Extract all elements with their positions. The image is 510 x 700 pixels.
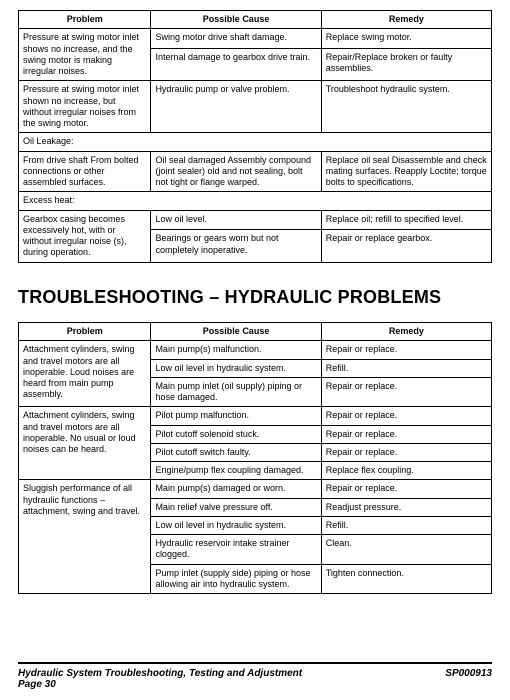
cell-remedy: Tighten connection. <box>321 564 491 594</box>
table-row: Oil Leakage: <box>19 133 492 151</box>
col-problem: Problem <box>19 11 151 29</box>
cell-cause: Pilot pump malfunction. <box>151 407 321 425</box>
cell-remedy: Replace oil; refill to specified level. <box>321 210 491 230</box>
cell-cause: Hydraulic reservoir intake strainer clog… <box>151 535 321 565</box>
cell-problem: Sluggish performance of all hydraulic fu… <box>19 480 151 594</box>
table-row: Pressure at swing motor inlet shown no i… <box>19 81 492 133</box>
cell-remedy: Replace swing motor. <box>321 29 491 49</box>
cell-cause: Pilot cutoff solenoid stuck. <box>151 425 321 443</box>
cell-problem: Pressure at swing motor inlet shows no i… <box>19 29 151 81</box>
page-footer: Hydraulic System Troubleshooting, Testin… <box>18 662 492 690</box>
cell-problem: Gearbox casing becomes excessively hot, … <box>19 210 151 262</box>
footer-title: Hydraulic System Troubleshooting, Testin… <box>18 668 302 679</box>
cell-remedy: Replace flex coupling. <box>321 462 491 480</box>
table-row: From drive shaft From bolted connections… <box>19 151 492 192</box>
table-row: Sluggish performance of all hydraulic fu… <box>19 480 492 498</box>
cell-remedy: Troubleshoot hydraulic system. <box>321 81 491 133</box>
cell-remedy: Repair or replace. <box>321 377 491 407</box>
cell-remedy: Repair or replace. <box>321 425 491 443</box>
cell-cause: Swing motor drive shaft damage. <box>151 29 321 49</box>
col-remedy: Remedy <box>321 323 491 341</box>
cell-problem: Pressure at swing motor inlet shown no i… <box>19 81 151 133</box>
col-cause: Possible Cause <box>151 323 321 341</box>
cell-remedy: Refill. <box>321 359 491 377</box>
col-problem: Problem <box>19 323 151 341</box>
cell-remedy: Replace oil seal Disassemble and check m… <box>321 151 491 192</box>
cell-cause: Low oil level. <box>151 210 321 230</box>
cell-cause: Hydraulic pump or valve problem. <box>151 81 321 133</box>
cell-cause: Pilot cutoff switch faulty. <box>151 443 321 461</box>
cell-cause: Pump inlet (supply side) piping or hose … <box>151 564 321 594</box>
cell-problem: From drive shaft From bolted connections… <box>19 151 151 192</box>
section-heading: TROUBLESHOOTING – HYDRAULIC PROBLEMS <box>18 287 492 309</box>
col-remedy: Remedy <box>321 11 491 29</box>
table-row: Excess heat: <box>19 192 492 210</box>
col-cause: Possible Cause <box>151 11 321 29</box>
table-row: Attachment cylinders, swing and travel m… <box>19 341 492 359</box>
footer-docnum: SP000913 <box>445 668 492 690</box>
cell-cause: Main pump inlet (oil supply) piping or h… <box>151 377 321 407</box>
cell-cause: Bearings or gears worn but not completel… <box>151 230 321 262</box>
table-row: Pressure at swing motor inlet shows no i… <box>19 29 492 49</box>
cell-remedy: Readjust pressure. <box>321 498 491 516</box>
cell-remedy: Repair or replace. <box>321 341 491 359</box>
cell-remedy: Repair/Replace broken or faulty assembli… <box>321 49 491 81</box>
cell-cause: Low oil level in hydraulic system. <box>151 516 321 534</box>
footer-page: Page 30 <box>18 679 302 690</box>
cell-remedy: Clean. <box>321 535 491 565</box>
cell-cause: Oil seal damaged Assembly compound (join… <box>151 151 321 192</box>
cell-cause: Low oil level in hydraulic system. <box>151 359 321 377</box>
cell-remedy: Repair or replace gearbox. <box>321 230 491 262</box>
cell-problem: Excess heat: <box>19 192 492 210</box>
cell-cause: Engine/pump flex coupling damaged. <box>151 462 321 480</box>
table-row: Gearbox casing becomes excessively hot, … <box>19 210 492 230</box>
cell-cause: Internal damage to gearbox drive train. <box>151 49 321 81</box>
troubleshooting-table-2: Problem Possible Cause Remedy Attachment… <box>18 322 492 594</box>
troubleshooting-table-1: Problem Possible Cause Remedy Pressure a… <box>18 10 492 263</box>
cell-cause: Main pump(s) damaged or worn. <box>151 480 321 498</box>
cell-remedy: Repair or replace. <box>321 407 491 425</box>
cell-remedy: Repair or replace. <box>321 443 491 461</box>
cell-remedy: Repair or replace. <box>321 480 491 498</box>
cell-cause: Main relief valve pressure off. <box>151 498 321 516</box>
cell-remedy: Refill. <box>321 516 491 534</box>
cell-problem: Attachment cylinders, swing and travel m… <box>19 341 151 407</box>
cell-cause: Main pump(s) malfunction. <box>151 341 321 359</box>
cell-problem: Attachment cylinders, swing and travel m… <box>19 407 151 480</box>
table-row: Attachment cylinders, swing and travel m… <box>19 407 492 425</box>
cell-problem: Oil Leakage: <box>19 133 492 151</box>
